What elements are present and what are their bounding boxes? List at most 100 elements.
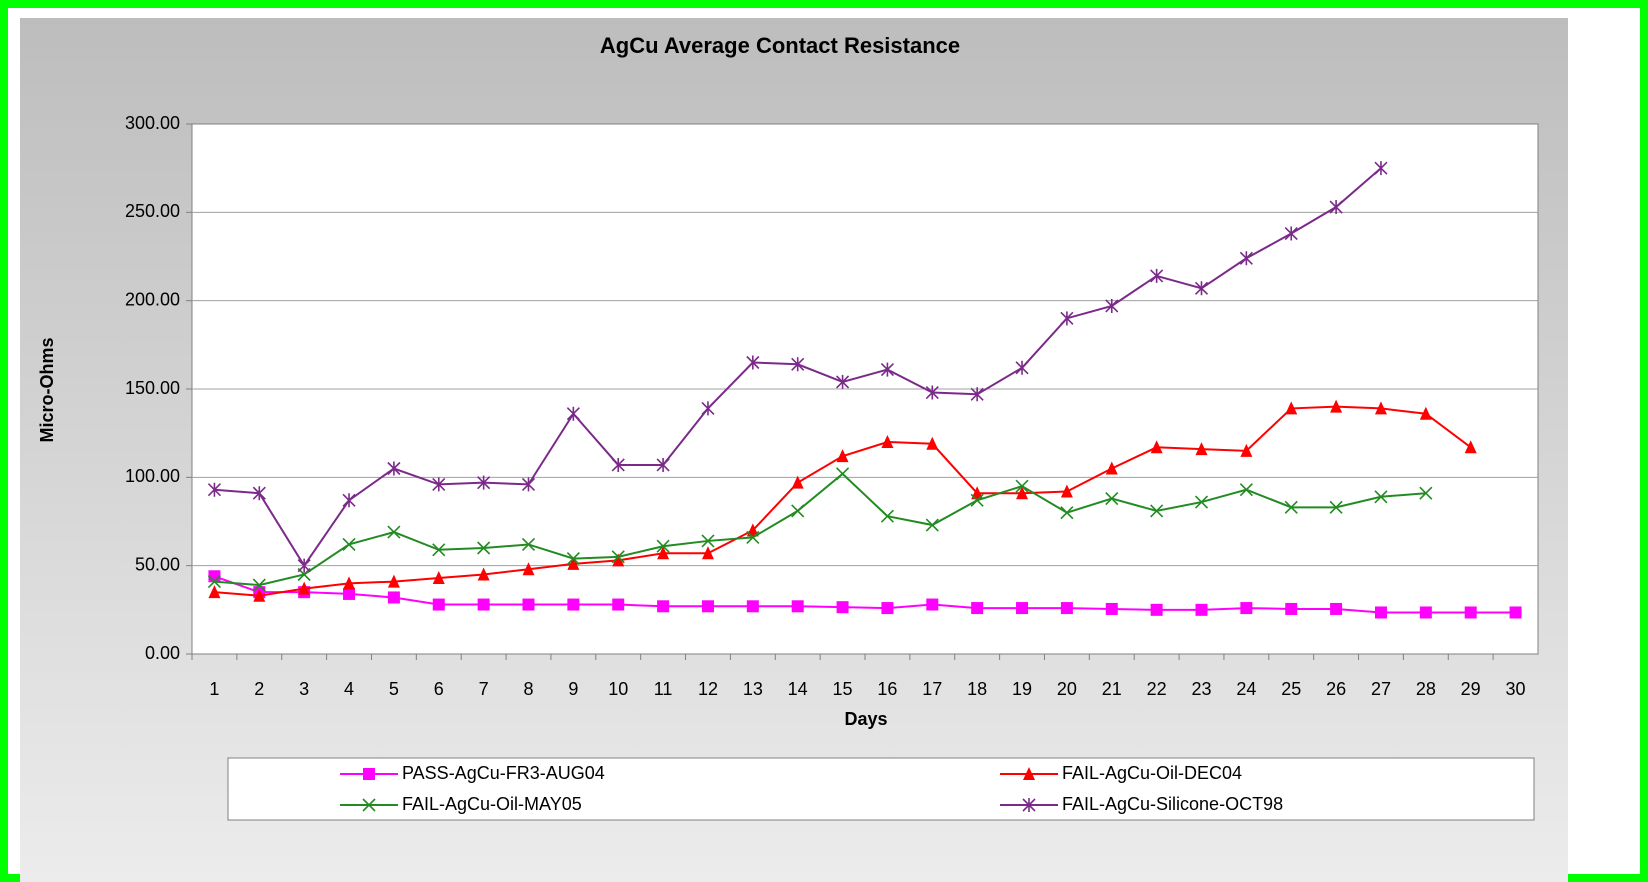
- marker: [522, 598, 535, 611]
- marker: [477, 475, 491, 490]
- marker: [1329, 200, 1343, 215]
- x-tick-label: 4: [344, 679, 354, 699]
- marker: [701, 534, 715, 548]
- marker: [701, 546, 714, 560]
- marker: [1419, 406, 1432, 420]
- marker: [363, 768, 375, 780]
- series-line: [214, 472, 1426, 587]
- x-tick-label: 12: [698, 679, 718, 699]
- marker: [1509, 606, 1522, 619]
- marker: [1060, 311, 1074, 326]
- marker: [1374, 606, 1387, 619]
- marker: [1023, 767, 1035, 780]
- y-tick-label: 50.00: [135, 554, 180, 574]
- marker: [566, 552, 580, 566]
- x-axis-label: Days: [844, 709, 887, 729]
- marker: [297, 558, 311, 573]
- marker: [1419, 606, 1432, 619]
- marker: [1016, 486, 1029, 500]
- marker: [1330, 602, 1343, 615]
- marker: [477, 541, 491, 555]
- x-tick-label: 26: [1326, 679, 1346, 699]
- x-tick-label: 8: [523, 679, 533, 699]
- x-tick-label: 16: [877, 679, 897, 699]
- marker: [1374, 401, 1387, 415]
- marker: [1284, 226, 1298, 241]
- marker: [746, 355, 760, 370]
- marker: [387, 591, 400, 604]
- x-tick-label: 2: [254, 679, 264, 699]
- marker: [1464, 440, 1477, 454]
- marker: [1105, 491, 1119, 506]
- legend-item: PASS-AgCu-FR3-AUG04: [340, 763, 605, 783]
- marker: [432, 571, 445, 585]
- marker: [836, 467, 850, 481]
- marker: [342, 537, 356, 552]
- marker: [656, 539, 670, 553]
- x-tick-label: 14: [788, 679, 808, 699]
- marker: [701, 600, 714, 613]
- marker: [880, 509, 894, 523]
- y-tick-label: 200.00: [125, 289, 180, 309]
- marker: [791, 475, 804, 489]
- marker: [1150, 504, 1164, 518]
- marker: [1330, 399, 1343, 413]
- marker: [971, 486, 984, 500]
- marker: [343, 576, 356, 590]
- marker: [746, 523, 759, 537]
- y-tick-label: 250.00: [125, 201, 180, 221]
- marker: [612, 553, 625, 567]
- marker: [567, 598, 580, 611]
- legend-label: FAIL-AgCu-Oil-MAY05: [402, 794, 582, 814]
- x-tick-label: 29: [1461, 679, 1481, 699]
- marker: [1239, 483, 1253, 497]
- marker: [701, 401, 715, 416]
- marker: [791, 357, 805, 372]
- marker: [746, 600, 759, 613]
- marker: [1285, 602, 1298, 615]
- marker: [1194, 281, 1209, 296]
- series-line: [214, 575, 1516, 614]
- marker: [521, 537, 536, 552]
- x-tick-label: 30: [1506, 679, 1526, 699]
- marker: [1419, 486, 1433, 500]
- marker: [207, 482, 221, 497]
- x-tick-label: 6: [434, 679, 444, 699]
- x-tick-label: 19: [1012, 679, 1032, 699]
- marker: [1374, 161, 1388, 176]
- legend-label: FAIL-AgCu-Oil-DEC04: [1062, 763, 1242, 783]
- marker: [836, 601, 849, 614]
- marker: [1105, 602, 1118, 615]
- marker: [746, 530, 760, 544]
- marker: [611, 550, 625, 564]
- x-tick-label: 28: [1416, 679, 1436, 699]
- marker: [1105, 461, 1118, 475]
- y-axis-label: Micro-Ohms: [37, 337, 57, 442]
- marker: [567, 556, 580, 570]
- x-tick-label: 17: [922, 679, 942, 699]
- marker: [1060, 602, 1073, 615]
- y-tick-label: 0.00: [145, 643, 180, 663]
- x-tick-label: 20: [1057, 679, 1077, 699]
- legend: [227, 757, 1535, 821]
- marker: [611, 457, 625, 472]
- x-tick-label: 10: [608, 679, 628, 699]
- marker: [432, 477, 446, 492]
- marker: [970, 493, 984, 507]
- marker: [1329, 500, 1343, 514]
- marker: [970, 387, 984, 402]
- y-tick-label: 100.00: [125, 466, 180, 486]
- marker: [253, 588, 266, 602]
- marker: [791, 504, 805, 518]
- chart-title: AgCu Average Contact Resistance: [600, 33, 960, 58]
- marker: [1285, 401, 1298, 415]
- x-tick-label: 27: [1371, 679, 1391, 699]
- marker: [881, 602, 894, 615]
- marker: [836, 449, 849, 463]
- marker: [1105, 298, 1119, 313]
- marker: [791, 600, 804, 613]
- marker: [880, 362, 894, 377]
- marker: [925, 518, 939, 532]
- x-tick-label: 25: [1281, 679, 1301, 699]
